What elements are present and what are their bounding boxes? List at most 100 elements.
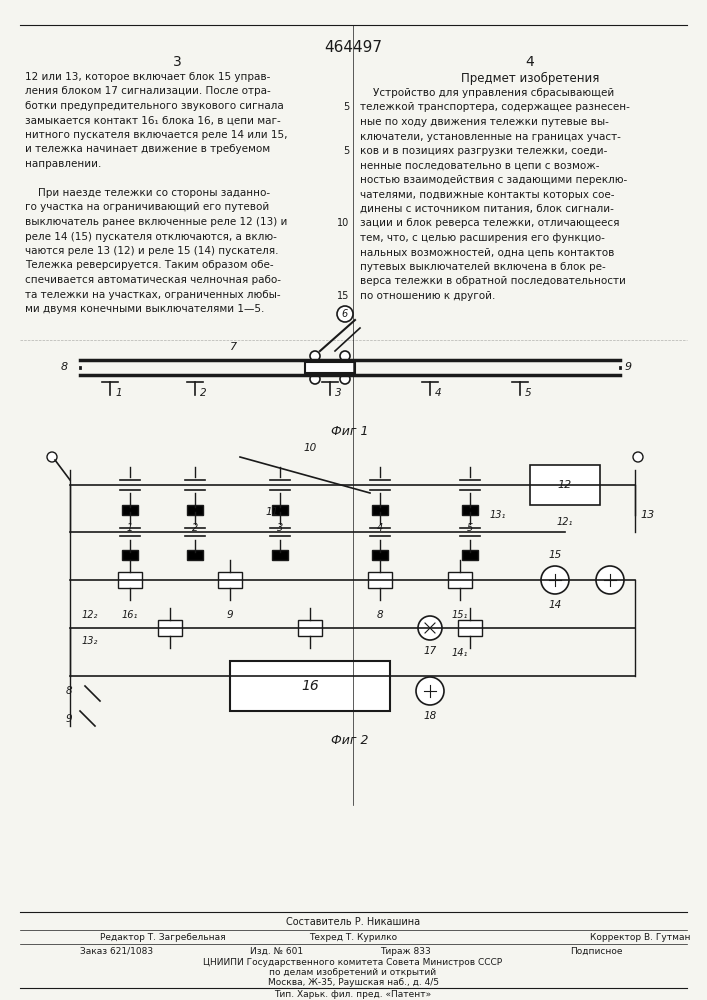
Text: ключатели, установленные на границах участ-: ключатели, установленные на границах уча… xyxy=(360,131,621,141)
Text: по делам изобретений и открытий: по делам изобретений и открытий xyxy=(269,968,436,977)
Text: тележкой транспортера, содержащее разнесен-: тележкой транспортера, содержащее разнес… xyxy=(360,103,630,112)
Text: ления блоком 17 сигнализации. После отра-: ления блоком 17 сигнализации. После отра… xyxy=(25,87,271,97)
Text: При наезде тележки со стороны заданно-: При наезде тележки со стороны заданно- xyxy=(25,188,270,198)
Text: го участка на ограничивающий его путевой: го участка на ограничивающий его путевой xyxy=(25,202,269,213)
Bar xyxy=(218,572,242,588)
Bar xyxy=(462,550,478,560)
Text: выключатель ранее включенные реле 12 (13) и: выключатель ранее включенные реле 12 (13… xyxy=(25,217,287,227)
Bar xyxy=(458,620,482,636)
Text: 9: 9 xyxy=(227,610,233,620)
Text: ботки предупредительного звукового сигнала: ботки предупредительного звукового сигна… xyxy=(25,101,284,111)
Bar xyxy=(230,661,390,711)
Text: 8: 8 xyxy=(61,362,68,372)
Bar xyxy=(158,620,182,636)
Text: путевых выключателей включена в блок ре-: путевых выключателей включена в блок ре- xyxy=(360,262,606,272)
Text: Составитель Р. Никашина: Составитель Р. Никашина xyxy=(286,917,420,927)
Text: чаются реле 13 (12) и реле 15 (14) пускателя.: чаются реле 13 (12) и реле 15 (14) пуска… xyxy=(25,246,279,256)
Bar xyxy=(372,550,388,560)
Text: 15: 15 xyxy=(549,550,561,560)
Text: 4: 4 xyxy=(525,55,534,69)
Text: замыкается контакт 16₁ блока 16, в цепи маг-: замыкается контакт 16₁ блока 16, в цепи … xyxy=(25,115,281,125)
Text: 13₂: 13₂ xyxy=(82,636,98,646)
Text: 16₁: 16₁ xyxy=(122,610,138,620)
Text: Изд. № 601: Изд. № 601 xyxy=(250,947,303,956)
Circle shape xyxy=(596,566,624,594)
Bar xyxy=(187,505,203,515)
Text: 8: 8 xyxy=(65,686,72,696)
Text: 14: 14 xyxy=(549,600,561,610)
Text: Заказ 621/1083: Заказ 621/1083 xyxy=(80,947,153,956)
Text: зации и блок реверса тележки, отличающееся: зации и блок реверса тележки, отличающее… xyxy=(360,219,619,229)
Text: 16: 16 xyxy=(301,679,319,693)
Text: 464497: 464497 xyxy=(324,40,382,55)
Text: и тележка начинает движение в требуемом: и тележка начинает движение в требуемом xyxy=(25,144,270,154)
Text: 5: 5 xyxy=(343,103,349,112)
Bar xyxy=(187,550,203,560)
Text: по отношению к другой.: по отношению к другой. xyxy=(360,291,496,301)
Text: 12: 12 xyxy=(558,480,572,490)
Text: 12 или 13, которое включает блок 15 управ-: 12 или 13, которое включает блок 15 упра… xyxy=(25,72,270,82)
Text: ностью взаимодействия с задающими переклю-: ностью взаимодействия с задающими перекл… xyxy=(360,175,627,185)
Text: 17: 17 xyxy=(423,646,437,656)
Text: 11: 11 xyxy=(265,507,279,517)
Text: Москва, Ж-35, Раушская наб., д. 4/5: Москва, Ж-35, Раушская наб., д. 4/5 xyxy=(267,978,438,987)
Bar xyxy=(118,572,142,588)
Bar xyxy=(272,505,288,515)
Text: нальных возможностей, одна цепь контактов: нальных возможностей, одна цепь контакто… xyxy=(360,247,614,257)
Bar xyxy=(372,505,388,515)
Text: 9: 9 xyxy=(65,714,72,724)
Bar xyxy=(368,572,392,588)
Text: Предмет изобретения: Предмет изобретения xyxy=(461,72,600,85)
Text: Подписное: Подписное xyxy=(570,947,622,956)
Text: 18: 18 xyxy=(423,711,437,721)
Text: Фиг 1: Фиг 1 xyxy=(332,425,369,438)
Circle shape xyxy=(310,351,320,361)
Text: верса тележки в обратной последовательности: верса тележки в обратной последовательно… xyxy=(360,276,626,286)
Text: 10: 10 xyxy=(337,219,349,229)
Text: 1: 1 xyxy=(127,523,133,533)
Text: 13: 13 xyxy=(640,510,654,520)
Bar xyxy=(298,620,322,636)
Bar xyxy=(122,550,138,560)
Text: та тележки на участках, ограниченных любы-: та тележки на участках, ограниченных люб… xyxy=(25,290,281,300)
Circle shape xyxy=(337,306,353,322)
Text: 7: 7 xyxy=(230,342,237,352)
Text: направлении.: направлении. xyxy=(25,159,101,169)
Circle shape xyxy=(633,452,643,462)
Text: Корректор В. Гутман: Корректор В. Гутман xyxy=(590,933,691,942)
Bar xyxy=(530,465,600,505)
Text: 14₁: 14₁ xyxy=(452,648,468,658)
Text: 10: 10 xyxy=(303,443,317,453)
Text: Редактор Т. Загребельная: Редактор Т. Загребельная xyxy=(100,933,226,942)
Bar xyxy=(462,505,478,515)
Circle shape xyxy=(47,452,57,462)
Text: ми двумя конечными выключателями 1—5.: ми двумя конечными выключателями 1—5. xyxy=(25,304,264,314)
Text: Тележка реверсируется. Таким образом обе-: Тележка реверсируется. Таким образом обе… xyxy=(25,260,274,270)
Text: 5: 5 xyxy=(525,388,532,398)
Text: 8: 8 xyxy=(377,610,383,620)
Text: спечивается автоматическая челночная рабо-: спечивается автоматическая челночная раб… xyxy=(25,275,281,285)
Circle shape xyxy=(340,374,350,384)
Text: ЦНИИПИ Государственного комитета Совета Министров СССР: ЦНИИПИ Государственного комитета Совета … xyxy=(204,958,503,967)
Text: 3: 3 xyxy=(335,388,341,398)
Text: Устройство для управления сбрасывающей: Устройство для управления сбрасывающей xyxy=(360,88,614,98)
Text: Тип. Харьк. фил. пред. «Патент»: Тип. Харьк. фил. пред. «Патент» xyxy=(274,990,432,999)
Text: 3: 3 xyxy=(173,55,182,69)
Text: 12₁: 12₁ xyxy=(557,517,573,527)
Text: ные по ходу движения тележки путевые вы-: ные по ходу движения тележки путевые вы- xyxy=(360,117,609,127)
Text: ненные последовательно в цепи с возмож-: ненные последовательно в цепи с возмож- xyxy=(360,160,600,170)
Circle shape xyxy=(310,374,320,384)
Text: тем, что, с целью расширения его функцио-: тем, что, с целью расширения его функцио… xyxy=(360,233,605,243)
Text: Фиг 2: Фиг 2 xyxy=(332,734,369,747)
Text: 6: 6 xyxy=(342,309,348,319)
Text: нитного пускателя включается реле 14 или 15,: нитного пускателя включается реле 14 или… xyxy=(25,130,288,140)
Text: 2: 2 xyxy=(200,388,206,398)
Circle shape xyxy=(416,677,444,705)
Text: ков и в позициях разгрузки тележки, соеди-: ков и в позициях разгрузки тележки, соед… xyxy=(360,146,607,156)
Text: 12₂: 12₂ xyxy=(82,610,98,620)
Circle shape xyxy=(340,351,350,361)
Bar xyxy=(122,505,138,515)
Text: 13₁: 13₁ xyxy=(490,510,506,520)
Text: 3: 3 xyxy=(277,523,283,533)
Text: 2: 2 xyxy=(192,523,198,533)
